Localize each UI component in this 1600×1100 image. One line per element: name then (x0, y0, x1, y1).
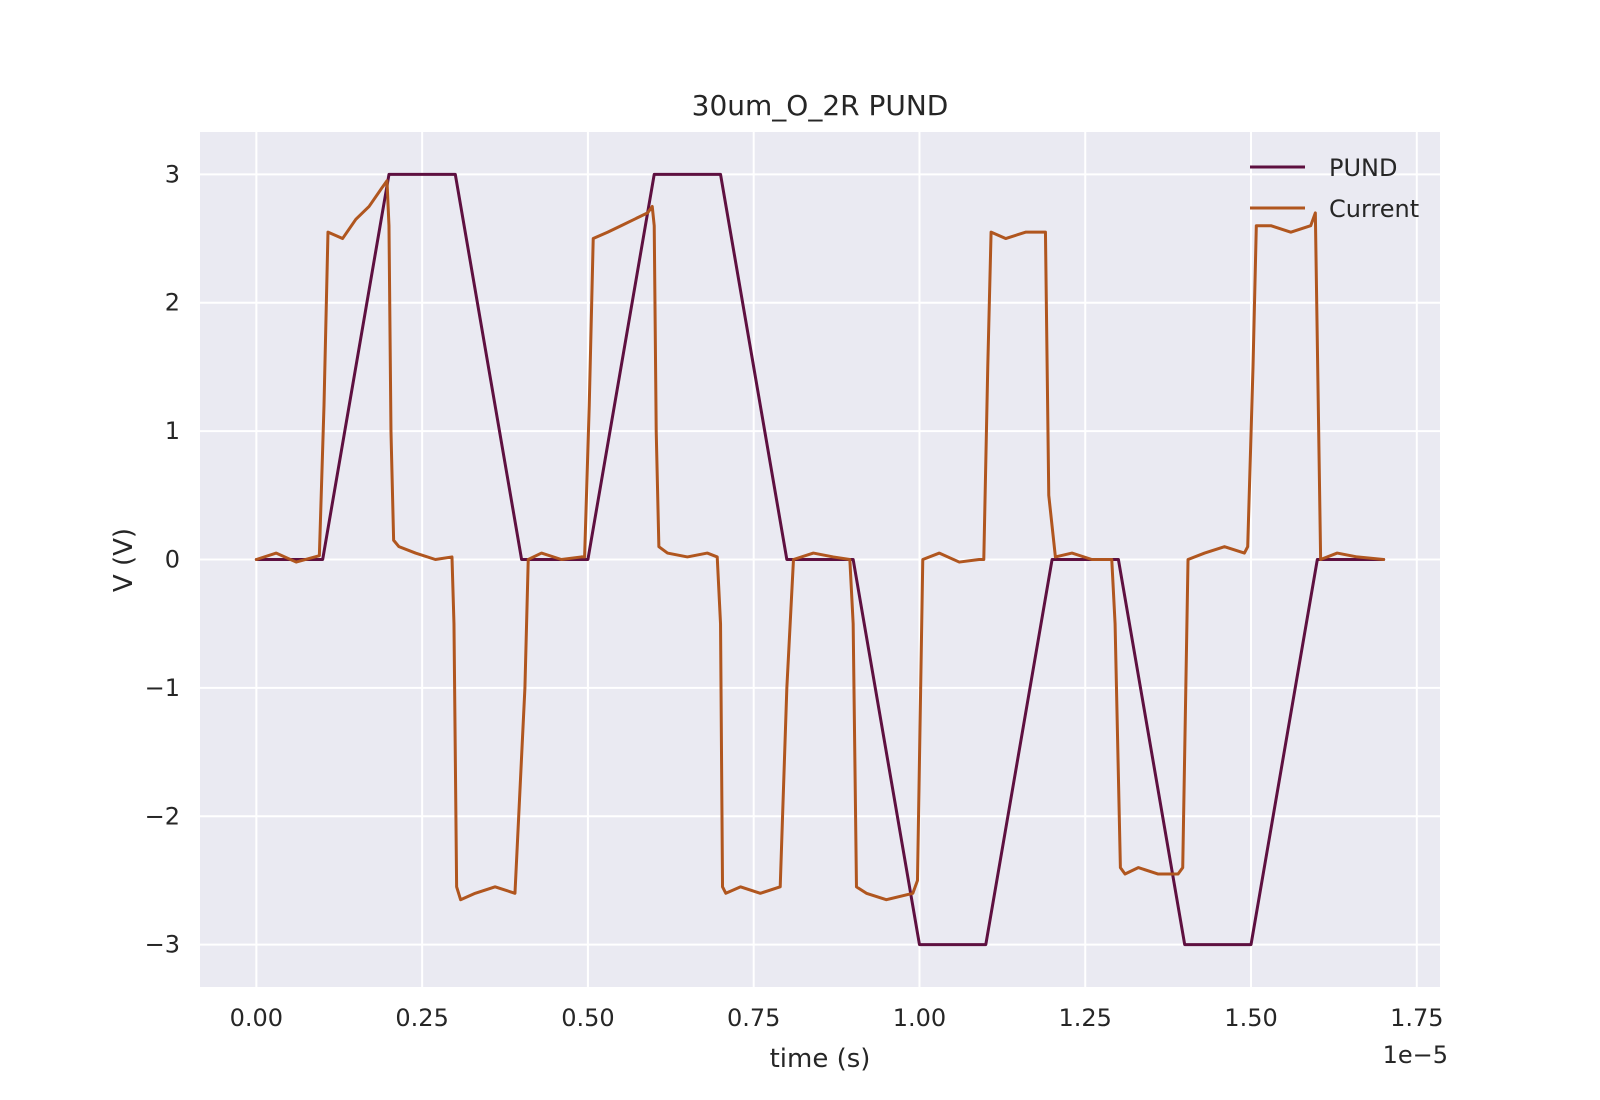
x-tick-label: 0.50 (561, 1004, 614, 1032)
y-tick-label: −1 (145, 674, 180, 702)
x-tick-label: 0.25 (395, 1004, 448, 1032)
x-tick-label: 1.75 (1390, 1004, 1443, 1032)
x-axis-label: time (s) (770, 1044, 871, 1074)
y-tick-label: 2 (165, 289, 180, 317)
series-line-pund (254, 172, 1386, 947)
y-tick-label: −2 (145, 802, 180, 830)
x-tick-label: 1.50 (1224, 1004, 1277, 1032)
x-tick-label: 1.00 (893, 1004, 946, 1032)
y-axis-label: V (V) (109, 528, 139, 592)
chart-title: 30um_O_2R PUND (692, 89, 949, 122)
legend-label-pund: PUND (1329, 154, 1397, 182)
legend-label-current: Current (1329, 195, 1419, 223)
y-tick-label: −3 (145, 931, 180, 959)
x-tick-label: 0.75 (727, 1004, 780, 1032)
legend: PUND Current (1250, 154, 1419, 223)
x-tick-label: 0.00 (230, 1004, 283, 1032)
x-tick-label: 1.25 (1059, 1004, 1112, 1032)
y-tick-label: 3 (165, 160, 180, 188)
tick-labels: 0.00 0.25 0.50 0.75 1.00 1.25 1.50 1.75 −3 −2 −1 0 1… (145, 160, 1444, 1032)
y-tick-label: 0 (165, 546, 180, 574)
series-line-current (254, 179, 1386, 902)
series-layer (254, 172, 1386, 947)
y-tick-label: 1 (165, 417, 180, 445)
x-offset-label: 1e−5 (1383, 1041, 1448, 1069)
